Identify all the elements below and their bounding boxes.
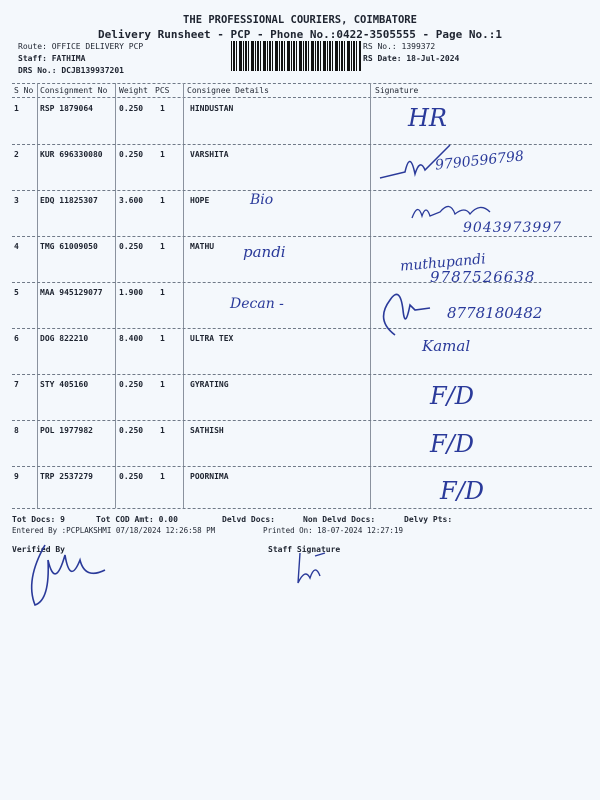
- cell-sno: 7: [14, 380, 19, 389]
- delvd-docs: Delvd Docs:: [222, 515, 275, 524]
- col-signature: Signature: [375, 86, 419, 95]
- row-divider: [12, 420, 592, 421]
- handwritten-note: pandi: [243, 243, 286, 261]
- cell-pcs: 1: [160, 104, 165, 113]
- entered-by: Entered By :PCPLAKSHMI 07/18/2024 12:26:…: [12, 526, 216, 535]
- cell-consignee: ULTRA TEX: [190, 334, 234, 343]
- cell-consignee: POORNIMA: [190, 472, 229, 481]
- col-consignee: Consignee Details: [187, 86, 269, 95]
- cell-sno: 5: [14, 288, 19, 297]
- barcode: [231, 41, 361, 71]
- handwritten-sign: F/D: [440, 477, 484, 505]
- cell-consignment: MAA 945129077: [40, 288, 103, 297]
- col-sno: S No: [14, 86, 34, 95]
- rs-date: RS Date: 18-Jul-2024: [363, 54, 460, 63]
- cell-sno: 3: [14, 196, 19, 205]
- cell-pcs: 1: [160, 472, 165, 481]
- cell-weight: 0.250: [119, 104, 144, 113]
- cell-pcs: 1: [160, 242, 165, 251]
- row-divider: [12, 466, 592, 467]
- cell-pcs: 1: [160, 426, 165, 435]
- cell-weight: 8.400: [119, 334, 144, 343]
- staff: Staff: FATHIMA: [18, 54, 86, 63]
- cell-sno: 2: [14, 150, 19, 159]
- col-weight: Weight: [119, 86, 148, 95]
- delvy-pts: Delvy Pts:: [404, 515, 453, 524]
- cell-consignment: RSP 1879064: [40, 104, 93, 113]
- route: Route: OFFICE DELIVERY PCP: [18, 42, 144, 51]
- cell-pcs: 1: [160, 380, 165, 389]
- cell-weight: 0.250: [119, 380, 144, 389]
- handwritten-phone: 9787526638: [430, 268, 536, 286]
- cell-weight: 0.250: [119, 150, 144, 159]
- verified-by-label: Verified By: [12, 545, 65, 554]
- cell-sno: 4: [14, 242, 19, 251]
- row-divider: [12, 282, 592, 283]
- cell-consignee: HOPE: [190, 196, 210, 205]
- cell-pcs: 1: [160, 150, 165, 159]
- cell-sno: 9: [14, 472, 19, 481]
- rs-no: RS No.: 1399372: [363, 42, 436, 51]
- signature-scribble: [411, 205, 491, 219]
- cell-sno: 8: [14, 426, 19, 435]
- cell-consignment: TRP 2537279: [40, 472, 93, 481]
- cell-consignment: POL 1977982: [40, 426, 93, 435]
- staff-signature: [297, 552, 326, 584]
- cell-sno: 1: [14, 104, 19, 113]
- cell-consignment: DOG 822210: [40, 334, 89, 343]
- cell-consignment: TMG 61009050: [40, 242, 98, 251]
- cell-sno: 6: [14, 334, 19, 343]
- cell-consignment: EDQ 11825307: [40, 196, 98, 205]
- handwritten-sign: HR: [408, 104, 447, 132]
- cell-consignment: KUR 696330080: [40, 150, 103, 159]
- drs-no: DRS No.: DCJB139937201: [18, 66, 124, 75]
- row-divider: [12, 236, 592, 237]
- cell-consignee: GYRATING: [190, 380, 229, 389]
- handwritten-note: Bio: [250, 192, 274, 208]
- company-title: THE PROFESSIONAL COURIERS, COIMBATORE: [183, 14, 417, 26]
- cell-weight: 0.250: [119, 242, 144, 251]
- cell-consignee: SATHISH: [190, 426, 224, 435]
- handwritten-note: Decan -: [230, 296, 284, 312]
- row-divider: [12, 190, 592, 191]
- verified-signature: [30, 544, 106, 606]
- printed-on: Printed On: 18-07-2024 12:27:19: [263, 526, 403, 535]
- cell-consignee: HINDUSTAN: [190, 104, 234, 113]
- row-divider: [12, 144, 592, 145]
- cell-consignee: VARSHITA: [190, 150, 229, 159]
- staff-signature-label: Staff Signature: [268, 545, 341, 554]
- tot-cod-amt: Tot COD Amt: 0.00: [96, 515, 178, 524]
- cell-consignment: STY 405160: [40, 380, 89, 389]
- cell-pcs: 1: [160, 334, 165, 343]
- cell-weight: 3.600: [119, 196, 144, 205]
- col-pcs: PCS: [155, 86, 170, 95]
- handwritten-phone: 8778180482: [447, 304, 543, 322]
- cell-weight: 1.900: [119, 288, 144, 297]
- runsheet-subtitle: Delivery Runsheet - PCP - Phone No.:0422…: [98, 28, 502, 41]
- row-divider: [12, 374, 592, 375]
- non-delvd-docs: Non Delvd Docs:: [303, 515, 376, 524]
- tot-docs: Tot Docs: 9: [12, 515, 65, 524]
- handwritten-name: Kamal: [422, 337, 471, 355]
- cell-pcs: 1: [160, 288, 165, 297]
- handwritten-sign: F/D: [430, 382, 474, 410]
- cell-consignee: MATHU: [190, 242, 215, 251]
- cell-weight: 0.250: [119, 472, 144, 481]
- signature-scribble: [379, 144, 451, 179]
- cell-weight: 0.250: [119, 426, 144, 435]
- handwritten-sign: F/D: [430, 430, 474, 458]
- col-consignment: Consignment No: [40, 86, 108, 95]
- cell-pcs: 1: [160, 196, 165, 205]
- signature-scribble: [382, 293, 431, 336]
- handwritten-phone: 9043973997: [463, 220, 563, 236]
- row-divider: [12, 328, 592, 329]
